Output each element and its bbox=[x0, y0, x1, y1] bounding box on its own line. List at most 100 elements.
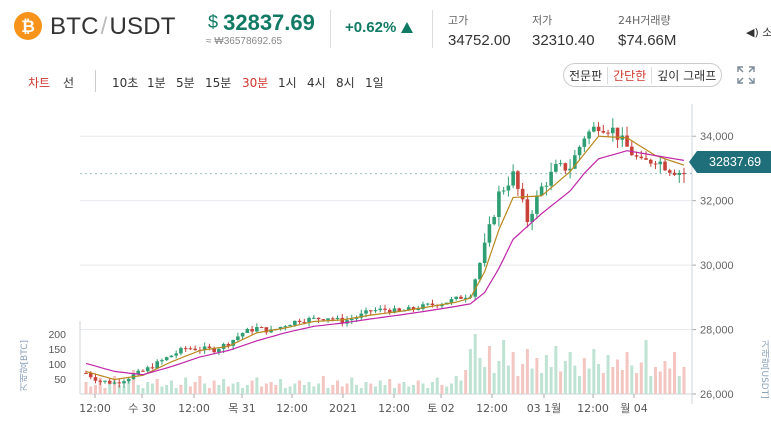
volume-bar bbox=[468, 349, 472, 394]
market-header: ₿ BTC/USDT $ 32837.69 ≈ ₩36578692.65 +0.… bbox=[0, 0, 771, 58]
sound-toggle[interactable]: ◀) 소 bbox=[746, 26, 771, 39]
candle-body bbox=[663, 161, 667, 171]
volume-bar bbox=[127, 380, 131, 394]
candle-body bbox=[615, 127, 620, 140]
volume-bar bbox=[188, 386, 192, 394]
candle-body bbox=[658, 161, 663, 165]
volume-bar bbox=[317, 383, 321, 394]
candle-body bbox=[316, 317, 321, 320]
volume-bar bbox=[421, 383, 425, 394]
candle-body bbox=[226, 343, 231, 346]
volume-bar bbox=[497, 361, 501, 394]
ma-short-line bbox=[85, 135, 685, 381]
volume-bar bbox=[345, 383, 349, 394]
interval-1d[interactable]: 1일 bbox=[365, 76, 384, 90]
trading-pair[interactable]: BTC/USDT bbox=[50, 13, 176, 41]
volume-bar bbox=[336, 380, 340, 394]
candle-body bbox=[107, 380, 112, 384]
candle-body bbox=[440, 304, 444, 307]
volume-bar bbox=[454, 376, 458, 394]
volume-bar bbox=[84, 382, 88, 394]
volume-bar bbox=[620, 370, 624, 394]
interval-4h[interactable]: 4시 bbox=[307, 76, 326, 90]
volume-bar bbox=[530, 368, 534, 394]
volume-bar bbox=[250, 380, 254, 394]
candle-body bbox=[340, 317, 345, 324]
candle-body bbox=[596, 126, 601, 132]
interval-10s[interactable]: 10초 bbox=[112, 76, 139, 90]
interval-30m[interactable]: 30분 bbox=[242, 76, 269, 90]
x-tick-label: 월 04 bbox=[620, 402, 648, 415]
x-tick-label: 12:00 bbox=[476, 402, 508, 415]
tab-line[interactable]: 선 bbox=[63, 76, 75, 90]
volume-bar bbox=[402, 382, 406, 394]
quote-symbol: USDT bbox=[109, 13, 176, 40]
candle-body bbox=[240, 332, 245, 337]
interval-15m[interactable]: 15분 bbox=[205, 76, 232, 90]
x-tick-label: 12:00 bbox=[79, 402, 111, 415]
view-depth[interactable]: 깊이 그래프 bbox=[651, 66, 721, 84]
tab-chart[interactable]: 차트 bbox=[28, 76, 51, 90]
volume-bar bbox=[321, 376, 325, 394]
candle-body bbox=[601, 131, 606, 133]
bitcoin-icon: ₿ bbox=[14, 12, 42, 40]
volume-bar bbox=[108, 383, 112, 394]
candle-body bbox=[297, 320, 302, 323]
candle-body bbox=[682, 172, 686, 175]
currency-symbol: $ bbox=[208, 12, 219, 32]
volume-bar bbox=[445, 386, 449, 394]
divider bbox=[330, 10, 331, 48]
volume-bar bbox=[587, 368, 591, 394]
view-simple[interactable]: 간단한 bbox=[607, 66, 651, 84]
volume-bar bbox=[184, 377, 188, 394]
last-price-value: 32837.69 bbox=[223, 10, 315, 35]
candle-body bbox=[487, 224, 492, 243]
candle-body bbox=[193, 348, 197, 351]
candle-body bbox=[492, 217, 496, 225]
candle-body bbox=[307, 317, 311, 323]
volume-bar bbox=[658, 371, 662, 394]
candle-body bbox=[150, 367, 155, 369]
volume-bar bbox=[165, 385, 169, 394]
candle-body bbox=[255, 327, 259, 332]
volume-bar bbox=[383, 385, 387, 394]
candle-body bbox=[98, 380, 103, 382]
y-tick-label: 26,000 bbox=[700, 389, 734, 401]
interval-1m[interactable]: 1분 bbox=[147, 76, 166, 90]
y-tick-label: 28,000 bbox=[700, 325, 734, 337]
interval-5m[interactable]: 5분 bbox=[176, 76, 195, 90]
candle-body bbox=[326, 318, 330, 321]
volume-bar bbox=[122, 386, 126, 394]
volume-bar bbox=[255, 377, 259, 394]
last-price: $ 32837.69 bbox=[208, 10, 315, 36]
volume-bar bbox=[103, 388, 107, 394]
volume-bar bbox=[435, 377, 439, 394]
fullscreen-icon[interactable] bbox=[736, 65, 756, 85]
volume-bar bbox=[559, 371, 563, 394]
candle-body bbox=[93, 377, 98, 381]
candle-body bbox=[463, 297, 468, 299]
volume-bar bbox=[141, 388, 145, 394]
volume-bar bbox=[544, 355, 548, 394]
volume-bar bbox=[288, 386, 292, 394]
candle-body bbox=[430, 303, 435, 306]
candle-body bbox=[644, 158, 648, 160]
volume-bar bbox=[269, 382, 273, 394]
volume-bar bbox=[635, 373, 639, 394]
candle-body bbox=[421, 304, 425, 310]
candle-body bbox=[625, 135, 629, 147]
candle-body bbox=[459, 296, 463, 299]
interval-8h[interactable]: 8시 bbox=[336, 76, 355, 90]
view-professional[interactable]: 전문판 bbox=[569, 68, 603, 83]
volume-bar bbox=[331, 385, 335, 394]
volume-bar bbox=[350, 377, 354, 394]
volume-bar bbox=[231, 383, 235, 394]
price-chart[interactable]: 34,000 32,000 30,000 28,000 26,000 200 150 100 5… bbox=[0, 96, 771, 422]
volume-axis-label-right: 거래량[USDT] bbox=[759, 340, 769, 399]
interval-1h[interactable]: 1시 bbox=[278, 76, 297, 90]
candle-body bbox=[359, 313, 364, 318]
candle-body bbox=[354, 317, 359, 319]
volume-bar bbox=[654, 367, 658, 394]
volume-bar bbox=[355, 385, 359, 394]
volume-bar bbox=[568, 352, 572, 394]
